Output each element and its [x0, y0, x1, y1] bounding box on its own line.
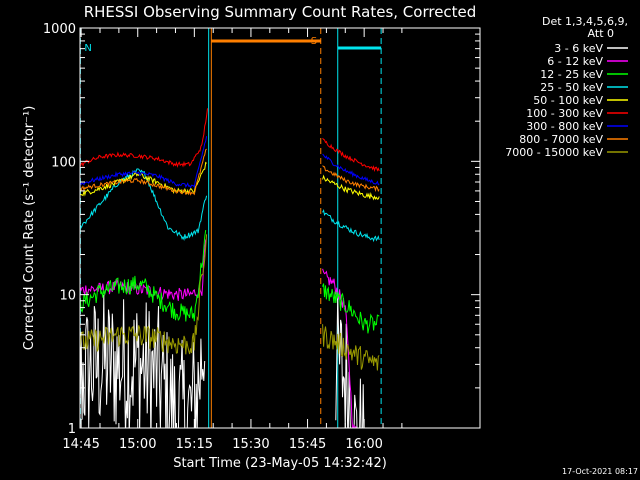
x-tick-label: 14:45 — [62, 437, 99, 452]
legend-label-1: 6 - 12 keV — [547, 55, 603, 68]
series-line-7-seg-0 — [80, 148, 207, 196]
series-line-5-seg-1 — [322, 137, 380, 173]
series-line-5-seg-0 — [80, 108, 208, 168]
legend-header-line-2: Att 0 — [588, 27, 614, 40]
x-tick-label: 15:30 — [232, 437, 269, 452]
legend-label-4: 50 - 100 keV — [533, 94, 603, 107]
legend-header-line-1: Det 1,3,4,5,6,9, — [542, 15, 628, 28]
flag-label-0: N — [84, 43, 91, 54]
timestamp: 17-Oct-2021 08:17 — [562, 467, 638, 476]
plot-area: NS — [80, 28, 382, 428]
y-tick-label: 1 — [68, 422, 76, 437]
series-line-4-seg-1 — [322, 174, 380, 201]
legend-label-3: 25 - 50 keV — [540, 81, 603, 94]
plot-frame — [79, 27, 481, 429]
series-line-6-seg-1 — [322, 153, 380, 186]
flag-label-1: S — [311, 36, 317, 47]
x-tick-label: 16:00 — [345, 437, 382, 452]
series-line-1-seg-0 — [80, 239, 207, 301]
chart-title: RHESSI Observing Summary Count Rates, Co… — [84, 3, 477, 21]
series-line-3-seg-0 — [80, 168, 208, 242]
series-line-8-seg-0 — [80, 234, 208, 355]
series-line-0-seg-0 — [80, 294, 206, 428]
y-tick-label: 1000 — [43, 22, 76, 37]
series-line-3-seg-1 — [322, 209, 380, 243]
x-tick-label: 15:15 — [176, 437, 213, 452]
series-line-2-seg-0 — [80, 230, 207, 322]
x-tick-label: 15:00 — [119, 437, 156, 452]
legend-label-0: 3 - 6 keV — [554, 42, 603, 55]
legend-label-7: 800 - 7000 keV — [519, 133, 603, 146]
x-tick-label: 15:45 — [289, 437, 326, 452]
y-tick-label: 10 — [59, 289, 76, 304]
series-line-7-seg-1 — [322, 165, 380, 193]
x-axis-label: Start Time (23-May-05 14:32:42) — [173, 456, 387, 471]
x-axis: 14:45 15:00 15:15 15:30 15:45 16:00 — [62, 28, 403, 452]
y-axis-label: Corrected Count Rate (s⁻¹ detector⁻¹) — [22, 106, 37, 351]
legend-label-8: 7000 - 15000 keV — [505, 146, 603, 159]
legend-label-2: 12 - 25 keV — [540, 68, 603, 81]
series-line-8-seg-1 — [322, 324, 380, 371]
legend-label-6: 300 - 800 keV — [526, 120, 603, 133]
series-line-6-seg-0 — [80, 136, 208, 189]
series-layer — [80, 108, 380, 428]
y-axis: 1 10 100 1000 — [43, 22, 480, 437]
series-line-0-seg-1 — [335, 296, 365, 428]
y-tick-label: 100 — [51, 155, 76, 170]
series-line-2-seg-1 — [322, 283, 380, 334]
legend-label-5: 100 - 300 keV — [526, 107, 603, 120]
